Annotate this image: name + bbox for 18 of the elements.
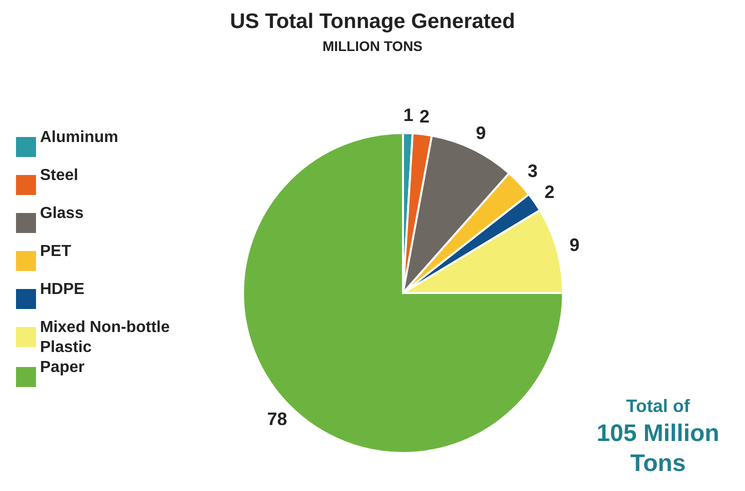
- data-label: 2: [544, 182, 554, 202]
- data-label: 78: [267, 408, 288, 429]
- text: Total of: [625, 395, 691, 418]
- text: 105 Million Tons: [596, 419, 720, 479]
- data-label: 9: [569, 235, 580, 256]
- legend-label: HDPE: [40, 280, 86, 300]
- data-label: 9: [476, 122, 486, 143]
- legend-label: Paper: [40, 358, 86, 378]
- data-label: 1: [403, 105, 414, 126]
- data-label: 3: [528, 160, 538, 181]
- data-label: 2: [419, 106, 430, 126]
- chart-title: US Total Tonnage Generated: [228, 10, 516, 34]
- chart-subtitle: MILLION TONS: [321, 38, 424, 54]
- legend-label: Mixed Non-bottle Plastic: [40, 318, 171, 358]
- legend-label: PET: [40, 242, 72, 262]
- legend-label: Aluminum: [40, 128, 120, 148]
- legend-label: Steel: [40, 166, 80, 186]
- legend-label: Glass: [40, 204, 85, 224]
